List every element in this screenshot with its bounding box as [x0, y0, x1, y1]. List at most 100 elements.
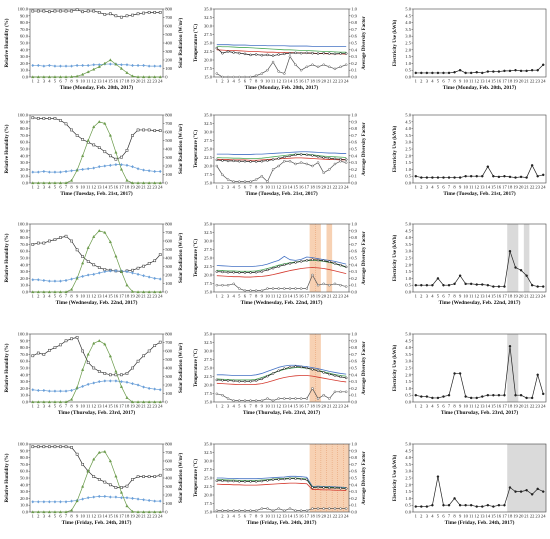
left-tick-label: 15.0 — [204, 400, 213, 405]
left-tick-label: 100.0 — [18, 442, 29, 447]
series-line-2 — [32, 121, 161, 184]
x-tick-label: 16 — [497, 294, 502, 299]
right-tick-label: 500 — [165, 138, 173, 143]
data-point — [136, 497, 140, 501]
x-axis-label: Time (Wednesday, Feb. 22nd, 2017) — [439, 299, 521, 306]
data-point — [147, 275, 151, 279]
data-point — [283, 287, 286, 290]
chart-panel-1-0: 0.010.020.030.040.050.060.070.080.090.01… — [5, 113, 184, 198]
x-tick-label: 13 — [97, 185, 102, 190]
data-point — [519, 69, 523, 73]
left-tick-label: 2.5 — [405, 476, 411, 481]
x-tick-label: 15 — [491, 185, 496, 190]
data-point — [221, 75, 224, 79]
x-axis-label: Time (Friday, Feb. 24th, 2017) — [247, 519, 317, 526]
data-point — [226, 509, 230, 512]
x-tick-label: 24 — [158, 514, 163, 519]
data-point — [103, 13, 107, 16]
left-tick-label: 0.0 — [22, 400, 28, 405]
left-tick-label: 70.0 — [20, 27, 29, 32]
x-tick-label: 18 — [508, 79, 513, 84]
x-tick-label: 1 — [32, 294, 35, 299]
data-point — [53, 64, 57, 68]
data-point — [130, 74, 135, 78]
data-point — [47, 500, 51, 504]
data-point — [283, 397, 286, 400]
left-tick-label: 30.0 — [204, 349, 213, 354]
data-point — [442, 283, 445, 287]
left-tick-label: 27.5 — [204, 32, 213, 37]
data-point — [130, 181, 135, 185]
x-tick-label: 1 — [415, 79, 418, 84]
x-axis-label: Time (Monday, Feb. 20th, 2017) — [443, 84, 517, 91]
data-point — [431, 283, 434, 287]
x-tick-label: 21 — [141, 404, 146, 409]
data-point — [339, 375, 342, 379]
left-tick-label: 1.5 — [405, 54, 411, 59]
data-point — [103, 269, 107, 274]
data-point — [125, 380, 129, 384]
x-tick-label: 12 — [276, 185, 281, 190]
x-tick-label: 21 — [141, 185, 146, 190]
left-tick-label: 20.0 — [20, 276, 29, 281]
data-point — [86, 9, 90, 13]
left-tick-label: 30.0 — [20, 269, 29, 274]
x-tick-label: 2 — [37, 185, 40, 190]
data-point — [136, 181, 140, 185]
x-tick-label: 6 — [244, 185, 247, 190]
data-point — [215, 46, 219, 50]
data-point — [420, 176, 423, 179]
left-axis-label: Electricity Use (kWh) — [393, 19, 398, 66]
left-tick-label: 70.0 — [20, 133, 29, 138]
left-tick-label: 27.5 — [204, 467, 213, 472]
data-point — [215, 72, 219, 75]
x-tick-label: 16 — [114, 294, 119, 299]
x-tick-label: 24 — [158, 294, 163, 299]
chart-panel-1-1: 15.0 17.5 20.0 22.5 25.0 27.5 30.0 32.5 35.0 0.0 0… — [194, 113, 367, 198]
data-point — [75, 385, 79, 389]
data-point — [86, 273, 90, 277]
x-tick-label: 13 — [480, 404, 485, 409]
data-point — [103, 342, 107, 346]
right-tick-label: 800 — [165, 222, 173, 227]
data-point — [58, 400, 63, 404]
left-tick-label: 1.5 — [405, 379, 411, 384]
x-tick-label: 19 — [130, 79, 135, 84]
left-tick-label: 50.0 — [20, 41, 29, 46]
x-tick-label: 3 — [43, 404, 46, 409]
data-point — [64, 234, 68, 238]
data-point — [114, 150, 118, 154]
data-point — [288, 507, 292, 510]
right-axis-label: Average Diversity Factor — [362, 340, 367, 394]
data-point — [158, 11, 162, 14]
data-point — [344, 487, 348, 490]
right-tick-label: 0.1 — [351, 283, 357, 288]
data-point — [136, 266, 140, 270]
data-point — [153, 290, 157, 294]
data-point — [469, 174, 473, 178]
data-point — [75, 8, 79, 12]
data-point — [153, 11, 157, 14]
left-tick-label: 35.0 — [204, 222, 213, 227]
data-point — [136, 63, 140, 68]
x-tick-label: 5 — [238, 294, 241, 299]
x-tick-label: 19 — [130, 514, 135, 519]
data-point — [53, 290, 57, 294]
left-tick-label: 30.0 — [204, 459, 213, 464]
data-point — [53, 279, 57, 283]
data-point — [266, 397, 269, 400]
data-point — [142, 510, 146, 514]
data-point — [260, 270, 264, 273]
plot-frame — [213, 333, 350, 403]
x-tick-label: 2 — [37, 404, 40, 409]
data-point — [97, 11, 101, 14]
data-point — [59, 9, 62, 13]
left-tick-label: 10.0 — [20, 283, 29, 288]
data-point — [70, 499, 73, 503]
data-point — [48, 10, 51, 14]
left-axis-label: Temperature (°C) — [194, 130, 199, 168]
data-point — [464, 395, 467, 398]
data-point — [64, 9, 68, 13]
x-tick-label: 4 — [48, 404, 51, 409]
data-point — [283, 509, 286, 512]
